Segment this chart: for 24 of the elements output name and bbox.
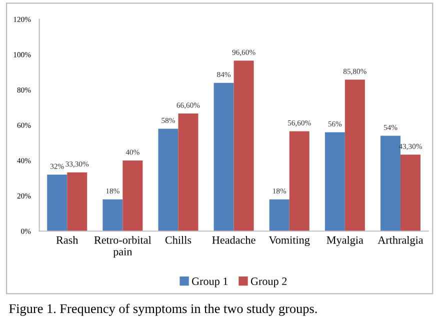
x-tick-label: Myalgia xyxy=(326,236,364,246)
bar xyxy=(67,172,88,232)
bar xyxy=(47,174,68,232)
bar xyxy=(122,160,143,232)
x-tick-label: Arthralgia xyxy=(378,236,424,246)
x-tick-label: Headache xyxy=(212,236,256,244)
legend-label: Group 2 xyxy=(250,278,287,288)
bar xyxy=(214,82,234,232)
x-tick-label: Vomiting xyxy=(268,236,310,246)
x-tick-label: Rash xyxy=(56,236,78,244)
bar xyxy=(269,199,290,232)
legend-label: Group 1 xyxy=(192,278,228,288)
x-tick-label: Retro-orbital pain xyxy=(94,236,152,258)
bar xyxy=(102,199,123,232)
x-tick-label: Chills xyxy=(165,236,192,244)
bar xyxy=(380,136,400,232)
bar xyxy=(178,114,198,232)
bar xyxy=(400,154,420,232)
bar xyxy=(289,131,310,232)
bar xyxy=(324,132,345,232)
bar xyxy=(234,60,254,232)
caption: Figure 1. Frequency of symptoms in the two study groups. xyxy=(9,304,317,316)
bar xyxy=(158,128,178,232)
bar xyxy=(344,80,365,232)
